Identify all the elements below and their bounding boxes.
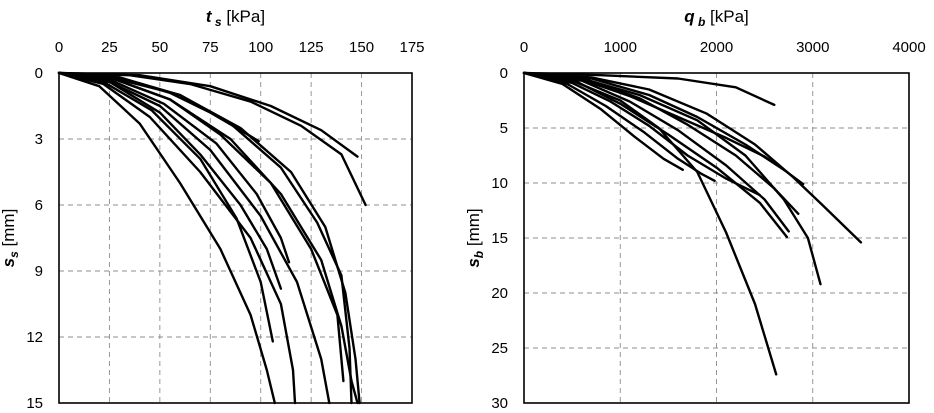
x-tick-label: 0 [55, 39, 63, 56]
y-tick-label: 15 [26, 395, 43, 412]
x-tick-label: 125 [299, 39, 324, 56]
y-tick-label: 3 [35, 131, 43, 148]
series-line-11 [57, 71, 345, 383]
series-line-13 [57, 71, 274, 343]
x-tick-label: 100 [248, 39, 273, 56]
y-tick-label: 12 [26, 329, 43, 346]
series-line-9 [522, 71, 761, 197]
plot-frame [523, 72, 910, 404]
series-line-11 [522, 71, 684, 171]
series-line-5 [57, 71, 359, 405]
y-tick-label: 30 [491, 395, 508, 412]
x-tick-label: 75 [202, 39, 219, 56]
y-tick-label: 0 [35, 65, 43, 82]
series-line-1 [522, 71, 776, 107]
series-line-12 [57, 71, 353, 405]
y-tick-label: 15 [491, 230, 508, 247]
x-tick-label: 150 [349, 39, 374, 56]
x-tick-label: 3000 [796, 39, 829, 56]
shaft-resistance-chart: 0 25 50 75 100 125 150 175 0 3 6 9 12 15 t s [kPa] ss [… [0, 7, 425, 412]
y-axis-title: sb [mm] [464, 208, 486, 267]
base-resistance-chart: 0 1000 2000 3000 4000 0 5 10 15 20 25 30 q b [kPa] sb… [464, 7, 926, 412]
x-axis-title: q b [kPa] [684, 7, 749, 29]
series-line-7 [57, 71, 297, 405]
x-tick-label: 0 [520, 39, 528, 56]
series-line-8 [57, 71, 276, 405]
series-line-10 [522, 71, 716, 182]
series-line-8 [522, 71, 788, 239]
series-group [522, 71, 863, 376]
series-line-4 [522, 71, 778, 376]
series-line-4 [57, 71, 361, 405]
x-tick-label: 50 [152, 39, 169, 56]
series-group [57, 71, 367, 405]
x-axis-title: t s [kPa] [206, 7, 265, 29]
y-tick-label: 9 [35, 263, 43, 280]
y-tick-label: 20 [491, 285, 508, 302]
series-line-6 [522, 71, 800, 215]
series-line-5 [522, 71, 805, 186]
y-tick-label: 25 [491, 340, 508, 357]
x-tick-label: 175 [399, 39, 424, 56]
y-tick-label: 10 [491, 175, 508, 192]
x-tick-label: 25 [101, 39, 118, 56]
y-tick-label: 5 [500, 120, 508, 137]
series-line-9 [57, 71, 283, 290]
y-tick-label: 6 [35, 197, 43, 214]
x-tick-label: 2000 [700, 39, 733, 56]
y-axis-title: ss [mm] [0, 209, 21, 268]
x-tick-label: 4000 [892, 39, 925, 56]
x-tick-label: 1000 [604, 39, 637, 56]
y-tick-label: 0 [500, 65, 508, 82]
series-line-2 [522, 71, 863, 244]
series-line-2 [57, 71, 367, 207]
plot-frame [58, 72, 413, 404]
series-line-12 [522, 71, 786, 171]
